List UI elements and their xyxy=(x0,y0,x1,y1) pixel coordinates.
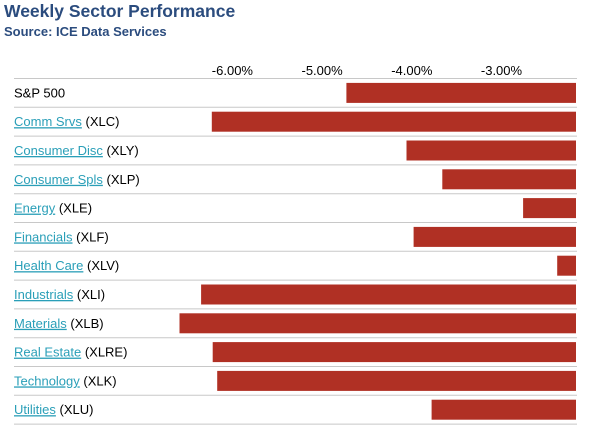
bar-utilities xyxy=(431,399,576,420)
ticker-symbol: (XLK) xyxy=(80,373,117,388)
ticker-symbol: (XLB) xyxy=(67,316,104,331)
bar-consumer-disc xyxy=(406,140,576,161)
bar-comm-srvs xyxy=(211,111,577,132)
category-label: Comm Srvs (XLC) xyxy=(14,114,119,129)
category-label: Technology (XLK) xyxy=(14,373,117,388)
category-label: Utilities (XLU) xyxy=(14,402,93,417)
ticker-symbol: (XLRE) xyxy=(81,345,127,360)
bar-real-estate xyxy=(212,342,576,363)
x-tick-label: -6.00% xyxy=(212,63,254,78)
ticker-symbol: (XLU) xyxy=(56,402,94,417)
ticker-symbol: (XLI) xyxy=(73,287,105,302)
bar-s-p-500 xyxy=(346,82,576,103)
sector-link[interactable]: Financials xyxy=(14,229,73,244)
bar-health-care xyxy=(557,255,576,276)
sector-link[interactable]: Consumer Spls xyxy=(14,172,103,187)
sector-link[interactable]: Consumer Disc xyxy=(14,143,103,158)
category-label: Consumer Disc (XLY) xyxy=(14,143,139,158)
sector-link[interactable]: Real Estate xyxy=(14,345,81,360)
sector-link[interactable]: Utilities xyxy=(14,402,56,417)
category-label: Real Estate (XLRE) xyxy=(14,345,127,360)
chart-title: Weekly Sector Performance xyxy=(4,1,236,21)
category-label: Materials (XLB) xyxy=(14,316,104,331)
ticker-symbol: (XLE) xyxy=(55,201,92,216)
sector-link[interactable]: Industrials xyxy=(14,287,74,302)
category-name: S&P 500 xyxy=(14,85,65,100)
bar-financials xyxy=(413,226,576,247)
ticker-symbol: (XLP) xyxy=(103,172,140,187)
bar-consumer-spls xyxy=(442,169,576,190)
ticker-symbol: (XLC) xyxy=(82,114,120,129)
chart-subtitle: Source: ICE Data Services xyxy=(4,24,167,39)
category-label: Industrials (XLI) xyxy=(14,287,105,302)
category-label: Energy (XLE) xyxy=(14,201,92,216)
sector-link[interactable]: Comm Srvs xyxy=(14,114,82,129)
bar-energy xyxy=(523,198,576,219)
bar-materials xyxy=(179,313,576,334)
sector-link[interactable]: Technology xyxy=(14,373,80,388)
x-tick-label: -4.00% xyxy=(391,63,433,78)
sector-link[interactable]: Energy xyxy=(14,201,56,216)
category-label: S&P 500 xyxy=(14,85,65,100)
ticker-symbol: (XLY) xyxy=(103,143,139,158)
ticker-symbol: (XLF) xyxy=(73,229,109,244)
bar-technology xyxy=(217,370,576,391)
category-label: Health Care (XLV) xyxy=(14,258,119,273)
x-tick-label: -5.00% xyxy=(301,63,343,78)
x-tick-label: -3.00% xyxy=(481,63,523,78)
category-label: Financials (XLF) xyxy=(14,229,109,244)
sector-link[interactable]: Health Care xyxy=(14,258,83,273)
category-label: Consumer Spls (XLP) xyxy=(14,172,140,187)
sector-link[interactable]: Materials xyxy=(14,316,67,331)
bar-industrials xyxy=(201,284,576,305)
ticker-symbol: (XLV) xyxy=(83,258,119,273)
